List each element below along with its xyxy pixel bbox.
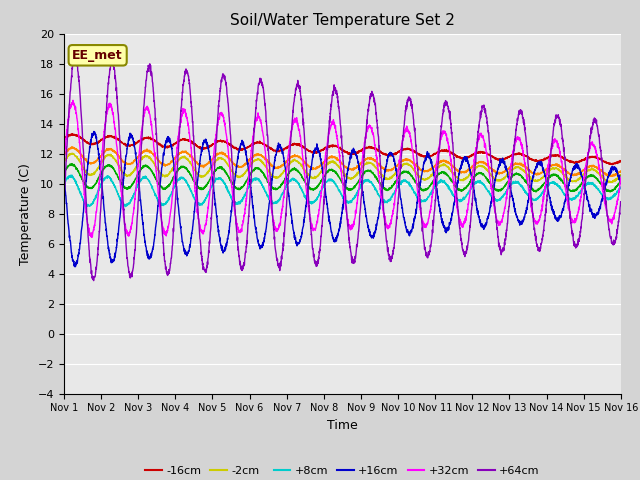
-8cm [298, 156, 306, 161]
+32cm [606, 219, 614, 225]
-2cm [68, 150, 76, 156]
+64cm [70, 53, 78, 59]
+16cm [617, 180, 625, 186]
+32cm [60, 159, 68, 165]
+8cm [606, 196, 614, 202]
-16cm [546, 155, 554, 160]
-16cm [606, 161, 614, 167]
+64cm [547, 158, 554, 164]
+64cm [274, 263, 282, 269]
+2cm [157, 183, 164, 189]
+16cm [71, 264, 79, 270]
Line: +32cm: +32cm [64, 100, 621, 238]
+2cm [274, 186, 282, 192]
+16cm [298, 231, 306, 237]
+2cm [547, 174, 554, 180]
Y-axis label: Temperature (C): Temperature (C) [19, 163, 32, 264]
-8cm [68, 144, 76, 150]
Line: -16cm: -16cm [64, 133, 621, 165]
+64cm [60, 201, 68, 206]
-16cm [124, 143, 132, 149]
-8cm [274, 164, 282, 170]
Title: Soil/Water Temperature Set 2: Soil/Water Temperature Set 2 [230, 13, 455, 28]
+8cm [124, 201, 132, 207]
+8cm [157, 201, 164, 206]
-8cm [124, 161, 132, 167]
-2cm [60, 158, 68, 164]
+16cm [606, 167, 614, 173]
-8cm [606, 173, 614, 179]
Text: EE_met: EE_met [72, 49, 123, 62]
-2cm [298, 163, 306, 169]
+8cm [617, 185, 625, 191]
-16cm [617, 158, 625, 164]
+32cm [69, 97, 77, 103]
X-axis label: Time: Time [327, 419, 358, 432]
+64cm [157, 208, 164, 214]
+32cm [124, 232, 132, 238]
+8cm [68, 172, 76, 178]
-2cm [274, 175, 282, 180]
+16cm [90, 129, 98, 134]
-16cm [68, 131, 76, 136]
+16cm [157, 174, 164, 180]
-8cm [60, 151, 68, 156]
+16cm [547, 199, 554, 204]
+8cm [60, 180, 68, 186]
-8cm [617, 168, 625, 174]
Legend: -16cm, -8cm, -2cm, +2cm, +8cm, +16cm, +32cm, +64cm: -16cm, -8cm, -2cm, +2cm, +8cm, +16cm, +3… [141, 462, 544, 480]
-16cm [607, 162, 615, 168]
+2cm [68, 161, 76, 167]
-8cm [608, 173, 616, 179]
-2cm [606, 180, 614, 185]
-2cm [606, 180, 614, 185]
+16cm [60, 170, 68, 176]
+2cm [617, 179, 625, 184]
-8cm [157, 160, 164, 166]
+16cm [274, 143, 282, 149]
-2cm [617, 172, 625, 178]
-16cm [60, 135, 68, 141]
-16cm [157, 143, 164, 148]
Line: +2cm: +2cm [64, 164, 621, 192]
+16cm [124, 143, 132, 148]
-2cm [157, 170, 164, 176]
+64cm [124, 263, 132, 268]
+8cm [274, 197, 282, 203]
-2cm [124, 173, 132, 179]
-8cm [546, 164, 554, 169]
Line: +64cm: +64cm [64, 56, 621, 281]
+8cm [547, 180, 554, 186]
Line: -8cm: -8cm [64, 147, 621, 176]
+32cm [617, 175, 625, 181]
+64cm [606, 234, 614, 240]
Line: -2cm: -2cm [64, 153, 621, 182]
+2cm [532, 189, 540, 195]
+8cm [122, 204, 129, 209]
+32cm [547, 156, 554, 161]
+32cm [157, 214, 164, 220]
+2cm [606, 188, 614, 193]
+8cm [298, 188, 306, 193]
+32cm [88, 235, 96, 240]
+2cm [60, 169, 68, 175]
+32cm [298, 145, 306, 151]
-16cm [274, 149, 282, 155]
Line: +16cm: +16cm [64, 132, 621, 267]
Line: +8cm: +8cm [64, 175, 621, 206]
+32cm [274, 227, 282, 233]
+2cm [298, 175, 306, 180]
-16cm [298, 144, 306, 149]
+2cm [124, 186, 132, 192]
+64cm [298, 105, 306, 111]
+64cm [90, 278, 97, 284]
-2cm [546, 167, 554, 173]
+64cm [617, 199, 625, 205]
